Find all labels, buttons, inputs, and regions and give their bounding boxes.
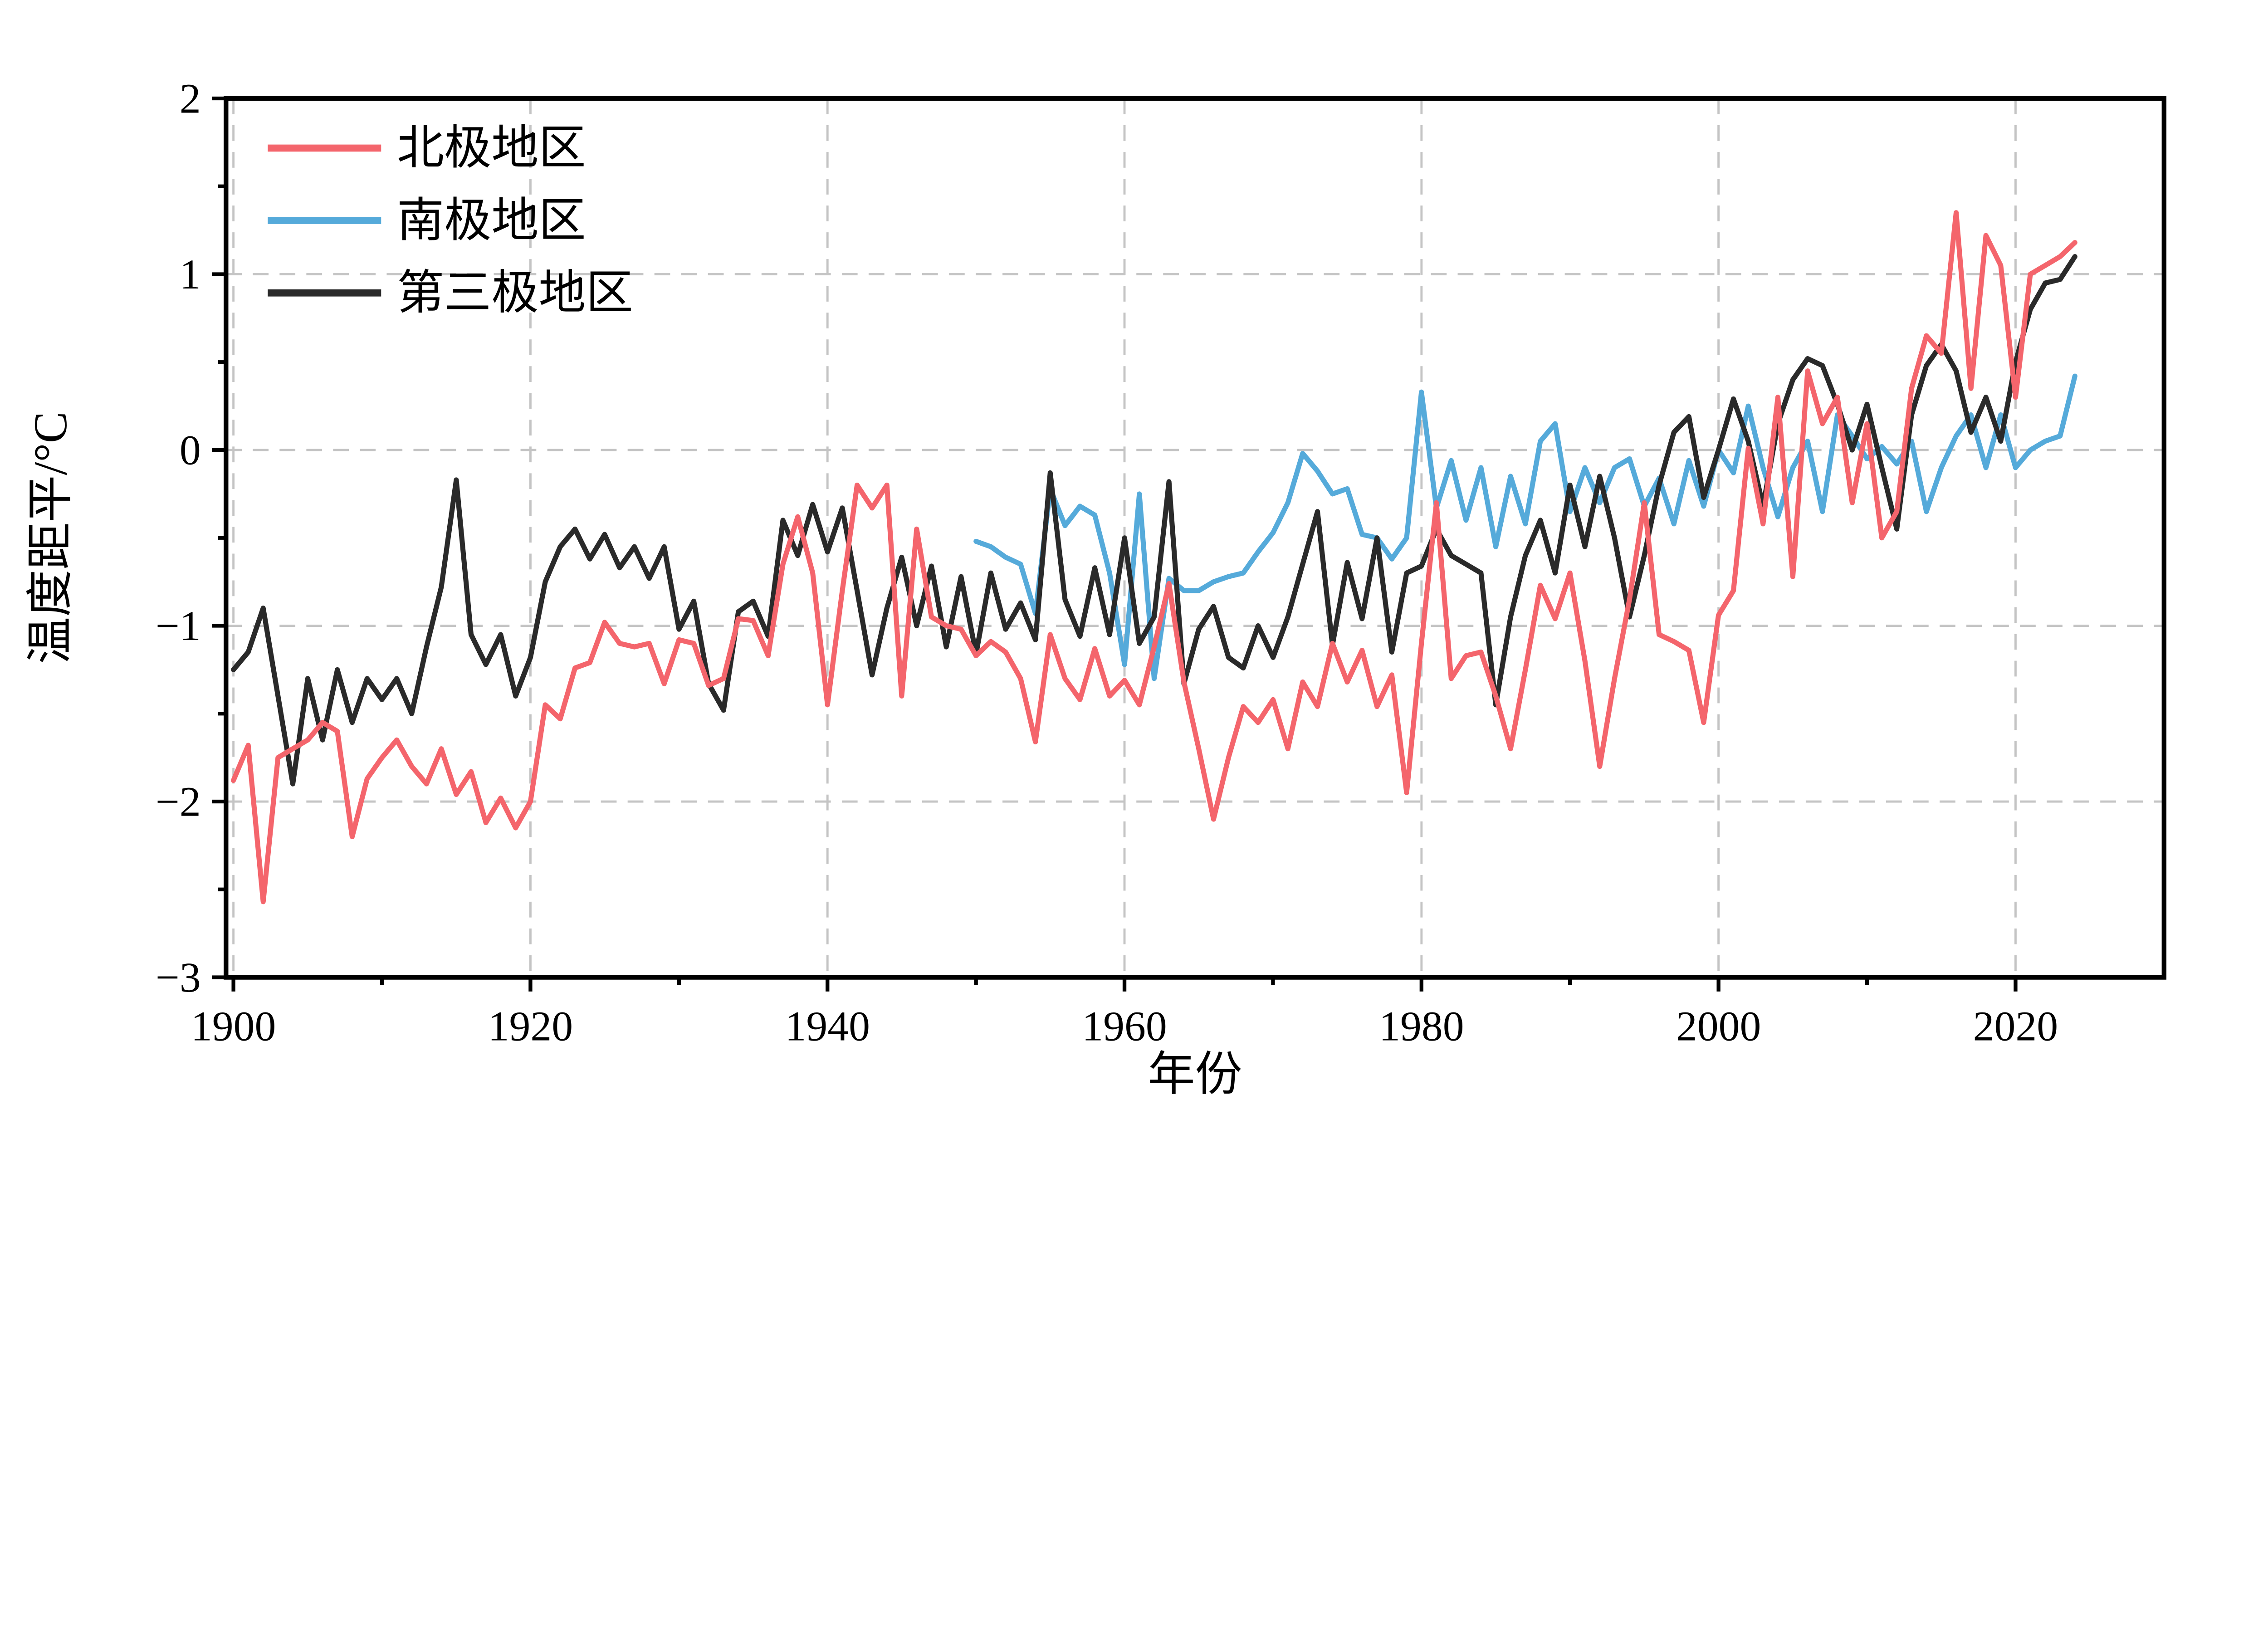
- legend-item: 南极地区: [268, 194, 586, 247]
- y-tick-labels: −3 −2 −1 0 1 2: [156, 75, 201, 1001]
- x-tick-label: 2020: [1973, 1002, 2058, 1050]
- gridlines: [226, 98, 2164, 978]
- legend-label: 北极地区: [397, 122, 586, 174]
- x-tick-label: 2000: [1676, 1002, 1761, 1050]
- x-tick-label: 1940: [785, 1002, 870, 1050]
- legend-label: 第三极地区: [397, 267, 633, 319]
- y-tick-label: 2: [180, 75, 201, 122]
- legend-item: 北极地区: [268, 122, 586, 174]
- x-tick-labels: 1900 1920 1940 1960 1980 2000 2020: [191, 1002, 2058, 1050]
- y-tick-label: −2: [156, 778, 201, 825]
- series-antarctic-line: [973, 373, 2077, 681]
- series-arctic-line: [231, 210, 2077, 905]
- temperature-anomaly-figure: 1900 1920 1940 1960 1980 2000 2020 −3 −2 −1 0 1 2 北极地…: [24, 75, 2167, 1100]
- chart-canvas: 1900 1920 1940 1960 1980 2000 2020 −3 −2 −1 0 1 2 北极地…: [24, 75, 2167, 1100]
- x-tick-label: 1960: [1082, 1002, 1167, 1050]
- legend-label: 南极地区: [397, 194, 586, 247]
- x-tick-label: 1980: [1379, 1002, 1464, 1050]
- y-tick-label: 0: [180, 426, 201, 474]
- y-tick-label: −3: [156, 954, 201, 1001]
- x-tick-label: 1920: [488, 1002, 573, 1050]
- x-tick-label: 1900: [191, 1002, 276, 1050]
- y-tick-label: −1: [156, 602, 201, 650]
- legend-item: 第三极地区: [268, 267, 633, 319]
- x-axis-title: 年份: [1148, 1048, 1242, 1100]
- plot-area: [226, 98, 2164, 978]
- y-axis-title: 温度距平/°C: [24, 411, 77, 664]
- plot-frame: [224, 96, 2167, 980]
- y-tick-label: 1: [180, 251, 201, 298]
